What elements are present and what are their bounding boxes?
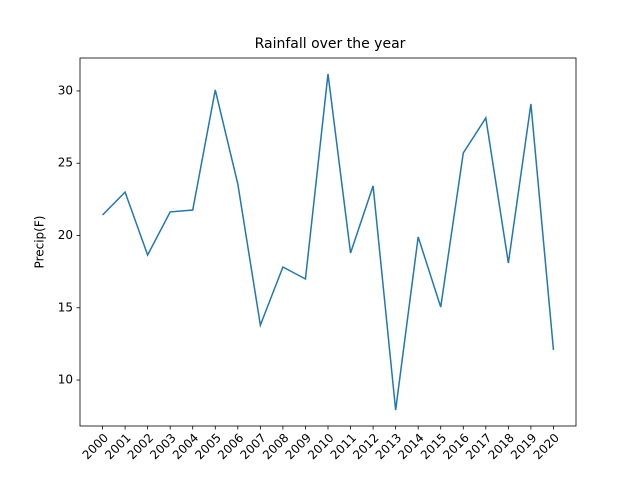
y-axis-label: Precip(F)	[33, 216, 47, 269]
y-tick-label: 30	[58, 83, 73, 97]
x-axis-label: Year	[304, 479, 330, 480]
y-tick-label: 25	[58, 156, 73, 170]
y-tick-label: 20	[58, 228, 73, 242]
y-tick-label: 10	[58, 373, 73, 387]
plot-frame	[79, 57, 577, 427]
line-series	[102, 73, 555, 411]
chart-title: Rainfall over the year	[255, 36, 406, 52]
y-tick-label: 15	[58, 300, 73, 314]
